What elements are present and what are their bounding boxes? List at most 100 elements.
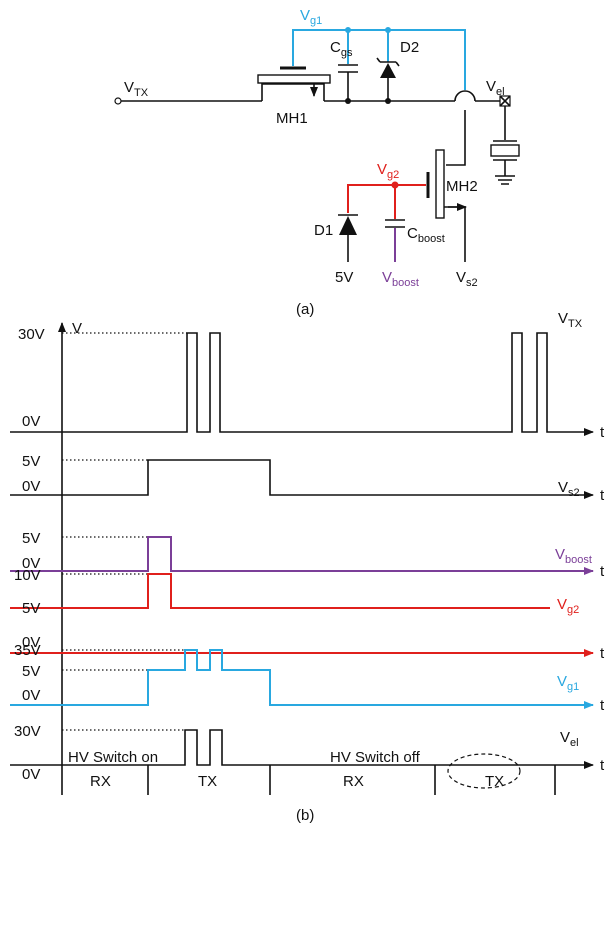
label-sub: g2 — [387, 169, 399, 181]
mh2-channel — [435, 149, 445, 219]
input-node — [114, 97, 122, 105]
time-label: t — [600, 487, 605, 504]
transducer — [490, 144, 520, 157]
vs2-label: Vs2 — [456, 269, 478, 289]
phase-label: TX — [198, 773, 217, 790]
phase-dividers — [147, 765, 556, 795]
vel-label: Vel — [486, 78, 505, 98]
time-label: t — [600, 697, 605, 714]
level-label: 0V — [22, 687, 40, 704]
cboost-label: Cboost — [407, 225, 445, 245]
label-sub: el — [570, 737, 579, 749]
level-label: 5V — [22, 663, 40, 680]
label-base: V — [560, 729, 570, 746]
vg1-wave — [10, 649, 594, 709]
label-base: V — [558, 310, 568, 327]
signal-label: VTX — [558, 310, 583, 330]
label-sub: s2 — [568, 487, 580, 499]
mh2-label: MH2 — [446, 178, 478, 195]
time-label: t — [600, 563, 605, 580]
level-label: 35V — [14, 642, 41, 659]
annotation: HV Switch off — [330, 749, 421, 766]
junction — [345, 98, 351, 104]
label-sub: s2 — [466, 277, 478, 289]
level-label: 5V — [22, 453, 40, 470]
timing-diagram: V 30V 0V 5V 0V 5V 0V 10V 5V 0V 35V 5V 0V… — [10, 310, 605, 824]
cboost-capacitor — [385, 219, 405, 228]
d2-diode — [380, 63, 396, 78]
label-base: V — [456, 269, 466, 286]
time-label: t — [600, 645, 605, 662]
vg2-wire — [347, 184, 426, 213]
label-base: V — [557, 673, 567, 690]
ground — [495, 160, 515, 185]
label-base: V — [486, 78, 496, 95]
signal-label: Vel — [560, 729, 579, 749]
mh1-channel — [257, 74, 331, 84]
vg2-wave — [10, 573, 550, 609]
level-label: 10V — [14, 567, 41, 584]
level-label: 5V — [22, 600, 40, 617]
vg2-label: Vg2 — [377, 161, 399, 181]
vboost-label: Vboost — [382, 269, 419, 289]
label-sub: el — [496, 86, 505, 98]
d1-diode — [339, 216, 357, 235]
label-base: V — [382, 269, 392, 286]
mh1-leads — [261, 83, 325, 101]
d2-label: D2 — [400, 39, 419, 56]
phase-label: RX — [90, 773, 111, 790]
d1-label: D1 — [314, 222, 333, 239]
vel-wire — [499, 95, 511, 140]
d2-bar — [376, 57, 400, 67]
label-base: V — [558, 479, 568, 496]
junction — [385, 98, 391, 104]
level-label: 0V — [22, 413, 40, 430]
mh2-drain-wire — [446, 110, 466, 166]
label-sub: TX — [568, 318, 583, 330]
mh2-source-wire — [444, 206, 466, 262]
phase-label: TX — [485, 773, 504, 790]
label-base: V — [377, 161, 387, 178]
label-base: C — [330, 39, 341, 56]
signal-label: Vg1 — [557, 673, 579, 693]
five-v-label: 5V — [335, 269, 353, 286]
dashed-ellipse — [447, 753, 521, 789]
vg1-label: Vg1 — [300, 7, 322, 27]
label-sub: boost — [392, 277, 419, 289]
signal-label: Vs2 — [558, 479, 580, 499]
signal-label: Vg2 — [557, 596, 579, 616]
label-sub: g2 — [567, 604, 579, 616]
vg1-wire — [292, 29, 466, 90]
label-base: C — [407, 225, 418, 242]
axis-label: V — [72, 320, 82, 337]
label-sub: boost — [418, 233, 445, 245]
time-label: t — [600, 424, 605, 441]
label-base: V — [555, 546, 565, 563]
label-sub: boost — [565, 554, 592, 566]
phase-label: RX — [343, 773, 364, 790]
cgs-label: Cgs — [330, 39, 353, 59]
cgs-capacitor — [338, 64, 358, 101]
level-label: 30V — [14, 723, 41, 740]
vtx-label: VTX — [124, 79, 149, 99]
vboost-wave — [10, 536, 594, 575]
level-guide — [62, 649, 185, 671]
level-label: 5V — [22, 530, 40, 547]
vs2-wave — [10, 459, 594, 499]
label-base: V — [300, 7, 310, 24]
level-label: 0V — [22, 478, 40, 495]
label-base: V — [124, 79, 134, 96]
label-sub: g1 — [310, 15, 322, 27]
annotation: HV Switch on — [68, 749, 158, 766]
mh1-label: MH1 — [276, 110, 308, 127]
level-label: 30V — [18, 326, 45, 343]
caption: (b) — [296, 807, 314, 824]
level-label: 0V — [22, 766, 40, 783]
label-sub: TX — [134, 87, 149, 99]
wire-hop — [454, 90, 476, 102]
vel-wave — [10, 729, 594, 769]
signal-label: Vboost — [555, 546, 592, 566]
time-label: t — [600, 757, 605, 774]
circuit: Vg1 Cgs D2 VTX Vel MH1 Vg2 MH2 D1 Cboost… — [114, 7, 520, 318]
